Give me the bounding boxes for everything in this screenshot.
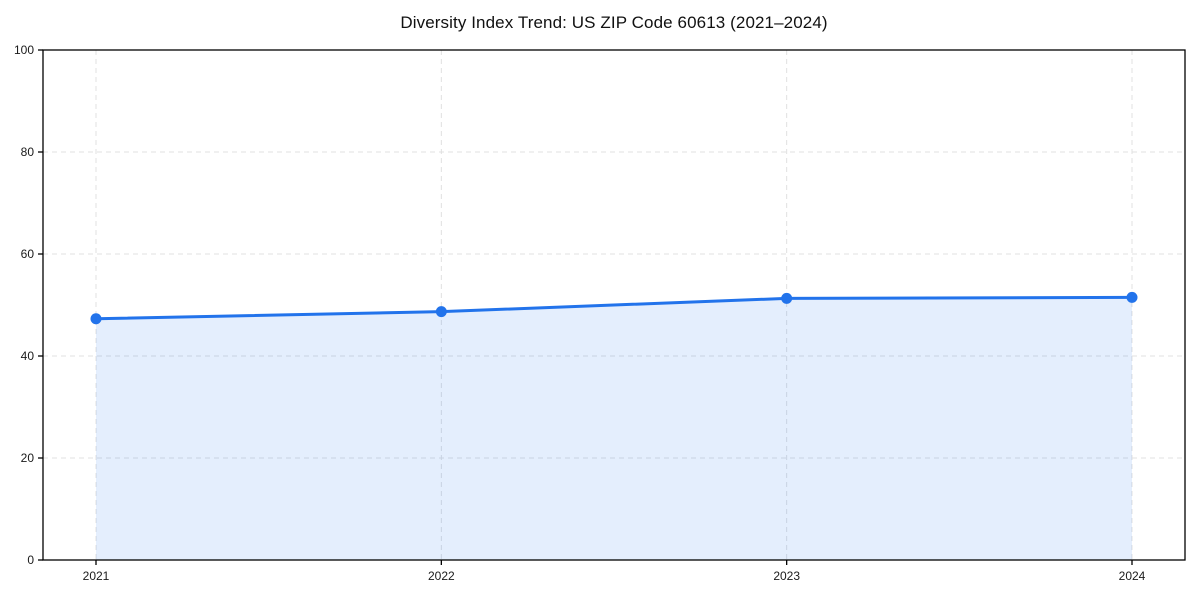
- series-line: [94, 295, 1134, 321]
- data-point: [435, 306, 447, 318]
- y-tick-label: 100: [14, 43, 34, 57]
- y-tick-label: 60: [21, 247, 35, 261]
- y-tick-label: 40: [21, 349, 35, 363]
- x-tick-label: 2022: [428, 569, 455, 583]
- data-point: [90, 313, 102, 325]
- series-area-fill: [96, 297, 1132, 560]
- chart-title: Diversity Index Trend: US ZIP Code 60613…: [400, 13, 828, 32]
- data-point: [1126, 291, 1138, 303]
- x-tick-label: 2023: [773, 569, 800, 583]
- y-tick-label: 0: [27, 553, 34, 567]
- plot-border: [42, 49, 1186, 561]
- x-tick-label: 2024: [1119, 569, 1146, 583]
- y-tick-label: 80: [21, 145, 35, 159]
- y-tick-label: 20: [21, 451, 35, 465]
- x-tick-label: 2021: [83, 569, 110, 583]
- data-point: [781, 292, 793, 304]
